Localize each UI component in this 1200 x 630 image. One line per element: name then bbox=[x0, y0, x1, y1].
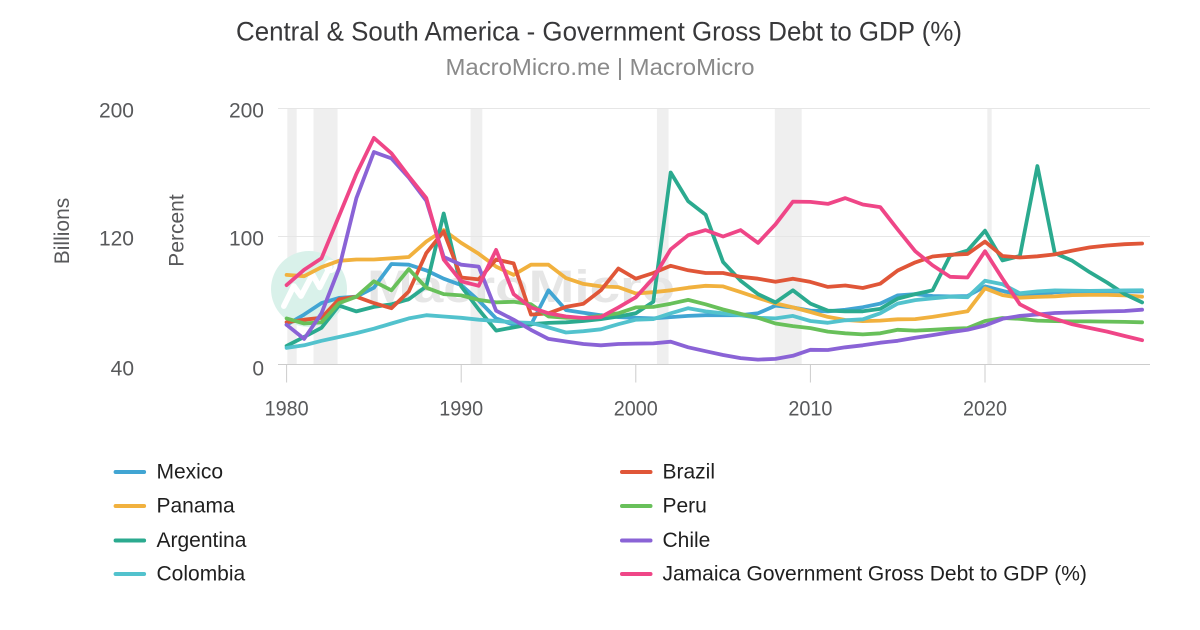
svg-text:2020: 2020 bbox=[963, 398, 1007, 421]
svg-text:Panama: Panama bbox=[157, 495, 236, 518]
svg-text:200: 200 bbox=[229, 100, 264, 123]
svg-text:Chile: Chile bbox=[663, 529, 711, 552]
svg-text:Central & South America - Gove: Central & South America - Government Gro… bbox=[236, 17, 962, 47]
svg-text:Billions: Billions bbox=[51, 198, 74, 265]
svg-text:0: 0 bbox=[252, 358, 264, 381]
svg-text:2000: 2000 bbox=[614, 398, 658, 421]
svg-text:120: 120 bbox=[99, 228, 134, 251]
svg-text:Brazil: Brazil bbox=[663, 461, 716, 484]
svg-text:Percent: Percent bbox=[166, 194, 189, 267]
svg-text:Argentina: Argentina bbox=[157, 529, 247, 552]
svg-text:100: 100 bbox=[229, 228, 264, 251]
svg-text:MacroMicro.me | MacroMicro: MacroMicro.me | MacroMicro bbox=[446, 54, 755, 80]
svg-text:Colombia: Colombia bbox=[157, 563, 246, 586]
svg-text:Peru: Peru bbox=[663, 495, 707, 518]
svg-text:40: 40 bbox=[111, 358, 134, 381]
svg-text:200: 200 bbox=[99, 100, 134, 123]
svg-text:Mexico: Mexico bbox=[157, 461, 224, 484]
svg-text:Jamaica Government Gross Debt: Jamaica Government Gross Debt to GDP (%) bbox=[663, 563, 1087, 586]
svg-text:1980: 1980 bbox=[265, 398, 309, 421]
svg-text:1990: 1990 bbox=[439, 398, 483, 421]
svg-text:2010: 2010 bbox=[788, 398, 832, 421]
